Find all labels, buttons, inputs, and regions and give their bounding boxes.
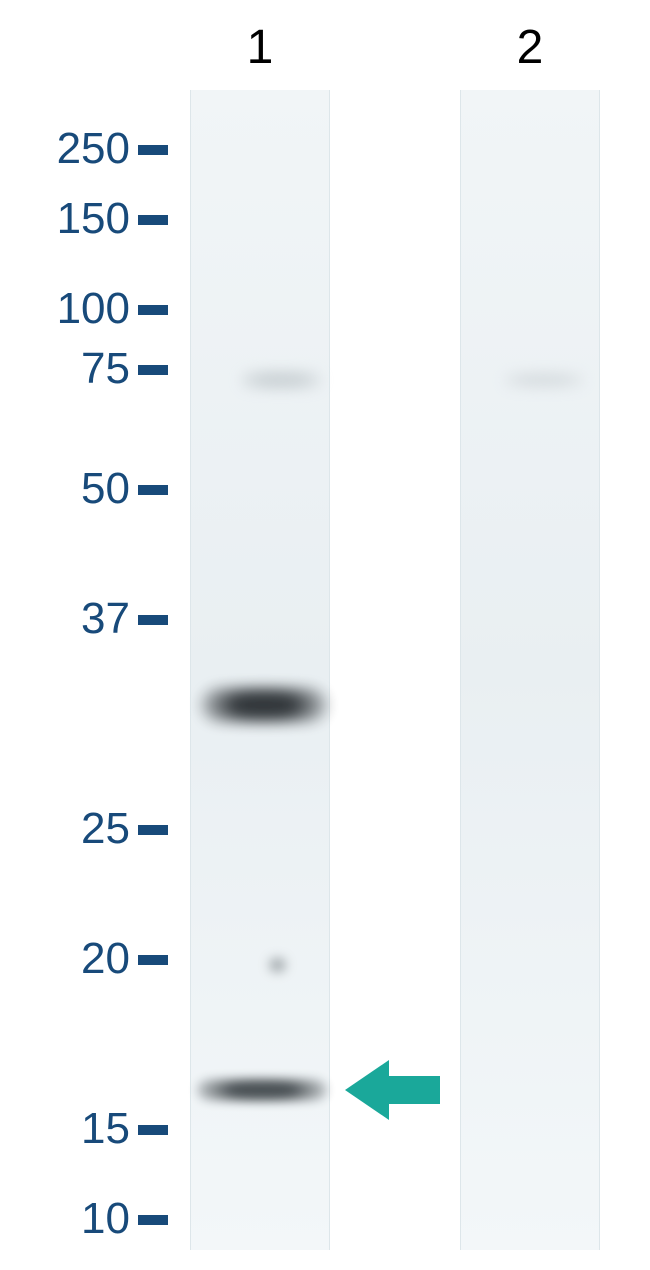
mw-tick-250	[138, 145, 168, 155]
mw-label-150: 150	[57, 194, 130, 244]
mw-label-75: 75	[81, 344, 130, 394]
lane-label-1: 1	[190, 20, 330, 75]
lane-label-2: 2	[460, 20, 600, 75]
mw-label-15: 15	[81, 1104, 130, 1154]
mw-tick-10	[138, 1215, 168, 1225]
mw-label-100: 100	[57, 284, 130, 334]
mw-tick-20	[138, 955, 168, 965]
target-arrow-icon	[345, 1060, 440, 1120]
mw-tick-50	[138, 485, 168, 495]
mw-tick-100	[138, 305, 168, 315]
arrow-head-icon	[345, 1060, 389, 1120]
lane-1-background	[190, 90, 330, 1250]
lane-2-background	[460, 90, 600, 1250]
mw-label-50: 50	[81, 464, 130, 514]
band-lane1-4	[197, 1079, 327, 1101]
arrow-shaft	[389, 1076, 440, 1104]
mw-label-37: 37	[81, 594, 130, 644]
lane-1	[190, 90, 330, 1250]
mw-tick-37	[138, 615, 168, 625]
lane-2	[460, 90, 600, 1250]
mw-label-250: 250	[57, 124, 130, 174]
western-blot-figure: 1 2 250 150 100 75 50 37 25 20 15 10	[0, 0, 650, 1270]
mw-tick-15	[138, 1125, 168, 1135]
mw-label-25: 25	[81, 804, 130, 854]
mw-label-10: 10	[81, 1194, 130, 1244]
mw-label-20: 20	[81, 934, 130, 984]
mw-tick-150	[138, 215, 168, 225]
mw-tick-75	[138, 365, 168, 375]
band-lane2-1	[502, 371, 586, 389]
band-lane1-0	[239, 370, 323, 390]
mw-tick-25	[138, 825, 168, 835]
band-lane1-2	[201, 688, 327, 722]
band-lane1-3	[267, 957, 288, 973]
